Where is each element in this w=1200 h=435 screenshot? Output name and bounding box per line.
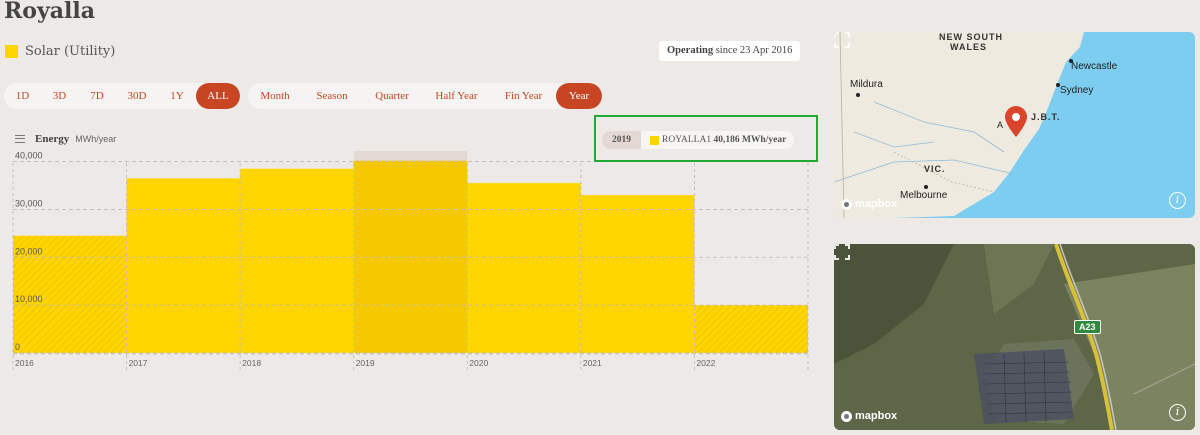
map-label-mildura: Mildura (850, 79, 883, 90)
tooltip-series-name: ROYALLA1 (662, 135, 712, 145)
x-tick-label: 2016 (15, 358, 34, 368)
page-title: Royalla (4, 0, 95, 24)
mapbox-icon (841, 198, 852, 210)
y-tick-label: 40,000 (15, 151, 43, 161)
x-tick-label: 2019 (356, 358, 375, 368)
map-label-nsw-2: WALES (950, 42, 988, 52)
interval-button-season[interactable]: Season (316, 90, 348, 102)
highlight-box (594, 115, 818, 162)
status-label: Operating (667, 45, 714, 56)
fuel-color-swatch (5, 45, 18, 58)
status-badge: Operating since 23 Apr 2016 (659, 41, 801, 61)
tooltip-series: ROYALLA1 40,186 MWh/year (662, 135, 794, 145)
chart-title: Energy (35, 133, 70, 145)
x-tick-label: 2018 (242, 358, 261, 368)
y-tick-label: 20,000 (15, 246, 43, 256)
x-tick-label: 2021 (583, 358, 602, 368)
range-button-7d[interactable]: 7D (90, 90, 104, 102)
info-icon[interactable]: i (1169, 404, 1186, 421)
interval-button-quarter[interactable]: Quarter (375, 90, 409, 102)
bar-2019 (353, 160, 468, 353)
chart-tooltip: 2019 ROYALLA1 40,186 MWh/year (602, 131, 795, 149)
mapbox-text: mapbox (855, 198, 898, 210)
map-label-pin: A (997, 120, 1004, 130)
map-label-nsw-1: NEW SOUTH (939, 32, 1003, 42)
location-pin-icon (1005, 106, 1027, 137)
interval-button-year[interactable]: Year (556, 83, 602, 109)
map-label-sydney: Sydney (1060, 85, 1094, 96)
bar-2017 (126, 178, 241, 353)
interval-selector: Month Season Quarter Half Year Fin Year … (248, 83, 602, 109)
range-button-1d[interactable]: 1D (15, 90, 30, 102)
city-dot (1056, 83, 1060, 87)
x-tick-label: 2022 (696, 358, 715, 368)
energy-bar-chart[interactable]: 0 10,000 20,000 30,000 40,000 2016 2017 2018 201… (0, 145, 820, 375)
bar-2018 (240, 168, 354, 353)
bar-2021 (580, 195, 695, 353)
info-icon[interactable]: i (1169, 192, 1186, 209)
map-label-vic: VIC. (924, 164, 946, 174)
satellite-map[interactable]: A23 mapbox i (834, 244, 1195, 430)
status-since: since 23 Apr 2016 (713, 45, 793, 56)
bar-2016 (13, 235, 127, 353)
range-button-1y[interactable]: 1Y (170, 90, 184, 102)
y-tick-label: 0 (15, 342, 20, 352)
city-dot (856, 93, 860, 97)
fullscreen-icon[interactable] (834, 244, 850, 260)
interval-button-fin-year[interactable]: Fin Year (504, 90, 543, 102)
range-selector: 1D 3D 7D 30D 1Y ALL (4, 83, 240, 109)
hamburger-menu-icon[interactable] (15, 135, 25, 143)
tooltip-year: 2019 (602, 131, 641, 149)
range-button-3d[interactable]: 3D (52, 90, 67, 102)
y-tick-label: 30,000 (15, 198, 43, 208)
x-tick-label: 2017 (129, 358, 148, 368)
mapbox-logo[interactable]: mapbox (841, 198, 897, 210)
bar-2022 (694, 305, 808, 353)
road-shield-a23: A23 (1074, 320, 1101, 334)
satellite-terrain (834, 244, 1195, 430)
interval-button-month[interactable]: Month (260, 90, 290, 102)
mapbox-text: mapbox (855, 410, 898, 422)
mapbox-logo[interactable]: mapbox (841, 410, 897, 422)
x-tick-label: 2020 (469, 358, 488, 368)
city-dot (1069, 59, 1073, 63)
map-label-newcastle: Newcastle (1071, 61, 1118, 72)
mapbox-icon (841, 410, 852, 422)
fuel-tech-legend: Solar (Utility) (5, 44, 115, 59)
map-land-shape (834, 32, 1084, 218)
fullscreen-icon[interactable] (834, 32, 850, 48)
tooltip-value: 40,186 MWh/year (713, 135, 787, 145)
city-dot (924, 185, 928, 189)
map-label-jbt: J.B.T. (1031, 112, 1061, 122)
tooltip-swatch (650, 135, 659, 145)
range-button-30d[interactable]: 30D (127, 90, 147, 102)
interval-button-half-year[interactable]: Half Year (435, 90, 478, 102)
map-label-melbourne: Melbourne (900, 190, 948, 201)
fuel-tech-label: Solar (Utility) (25, 44, 116, 59)
y-tick-label: 10,000 (15, 294, 43, 304)
bar-2020 (467, 183, 581, 353)
chart-unit: MWh/year (75, 134, 117, 144)
range-button-all[interactable]: ALL (196, 83, 240, 109)
chart-header: Energy MWh/year (15, 133, 116, 145)
